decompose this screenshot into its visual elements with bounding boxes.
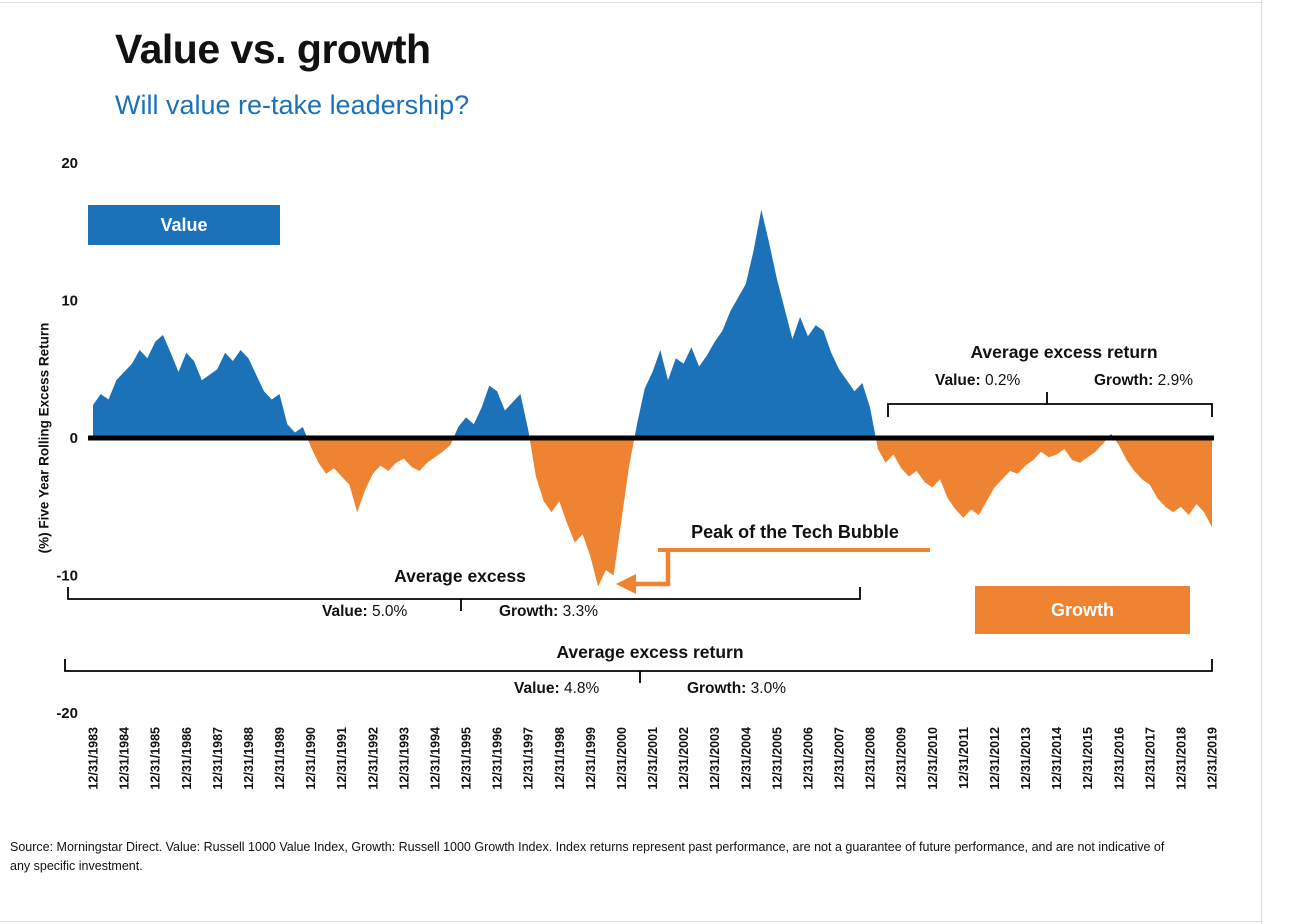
svg-text:12/31/2018: 12/31/2018 [1174, 727, 1188, 790]
x-axis-tick-labels: 12/31/1983 12/31/1984 12/31/1985 12/31/1986… [87, 727, 1220, 790]
svg-text:12/31/1988: 12/31/1988 [242, 727, 256, 790]
svg-text:12/31/2007: 12/31/2007 [833, 727, 847, 790]
mid-value-stat: Value: 5.0% [322, 603, 407, 621]
svg-text:12/31/1995: 12/31/1995 [460, 727, 474, 790]
svg-text:12/31/1986: 12/31/1986 [180, 727, 194, 790]
svg-text:12/31/2008: 12/31/2008 [864, 727, 878, 790]
overall-value-stat: Value: 4.8% [514, 680, 599, 698]
svg-text:12/31/2014: 12/31/2014 [1050, 727, 1064, 790]
svg-text:12/31/1994: 12/31/1994 [428, 727, 442, 790]
overall-growth-stat-label: Growth: [686, 680, 747, 697]
excess-return-area-series [93, 209, 1212, 587]
recent-growth-stat-pct: 2.9% [1157, 372, 1193, 389]
recent-value-stat: Value: 0.2% [935, 372, 1020, 390]
svg-text:-20: -20 [56, 705, 78, 722]
svg-text:12/31/1983: 12/31/1983 [87, 727, 101, 790]
svg-text:12/31/2010: 12/31/2010 [926, 727, 940, 790]
overall-value-stat-pct: 4.8% [563, 680, 600, 697]
svg-text:12/31/2002: 12/31/2002 [677, 727, 691, 790]
svg-text:12/31/1990: 12/31/1990 [304, 727, 318, 790]
svg-text:12/31/1992: 12/31/1992 [366, 727, 380, 790]
right-border-line [1261, 0, 1262, 924]
legend-value-swatch: Value [88, 205, 280, 245]
recent-period-bracket [887, 392, 1213, 417]
overall-average-annotation: Average excess return Value: 4.8% Growth… [490, 642, 810, 698]
legend-growth-swatch: Growth [975, 586, 1190, 634]
full-period-bracket [64, 659, 1213, 683]
svg-text:-10: -10 [56, 568, 78, 585]
svg-text:12/31/1985: 12/31/1985 [149, 727, 163, 790]
svg-text:12/31/2004: 12/31/2004 [739, 727, 753, 790]
svg-text:12/31/1998: 12/31/1998 [553, 727, 567, 790]
recent-growth-stat: Growth: 2.9% [1094, 372, 1193, 390]
mid-period-bracket [67, 587, 861, 611]
page-subtitle: Will value re-take leadership? [115, 90, 470, 120]
recent-average-annotation: Average excess return Value: 0.2% Growth… [905, 342, 1223, 390]
mid-average-title: Average excess [394, 566, 526, 586]
mid-growth-stat: Growth: 3.3% [499, 603, 598, 621]
svg-text:12/31/1987: 12/31/1987 [211, 727, 225, 790]
svg-text:12/31/2006: 12/31/2006 [801, 727, 815, 790]
overall-average-title: Average excess return [556, 642, 744, 662]
mid-growth-stat-label: Growth: [498, 603, 559, 620]
overall-value-stat-label: Value: [514, 680, 560, 697]
source-note: Source: Morningstar Direct. Value: Russe… [10, 840, 1165, 874]
svg-text:12/31/2005: 12/31/2005 [770, 727, 784, 790]
svg-text:12/31/1997: 12/31/1997 [522, 727, 536, 790]
svg-text:12/31/2000: 12/31/2000 [615, 727, 629, 790]
svg-text:12/31/2009: 12/31/2009 [895, 727, 909, 790]
legend-growth-label: Growth [1051, 599, 1114, 620]
svg-text:12/31/1991: 12/31/1991 [335, 727, 349, 790]
recent-growth-stat-label: Growth: [1093, 372, 1154, 389]
svg-text:12/31/2019: 12/31/2019 [1206, 727, 1220, 790]
svg-text:12/31/2011: 12/31/2011 [957, 727, 971, 789]
mid-average-annotation: Average excess Value: 5.0% Growth: 3.3% [300, 566, 620, 621]
top-border-line [0, 2, 1262, 3]
svg-text:12/31/2012: 12/31/2012 [988, 727, 1002, 790]
svg-text:12/31/2013: 12/31/2013 [1019, 727, 1033, 790]
tech-bubble-arrow-icon [616, 548, 930, 594]
legend-value-label: Value [160, 214, 208, 235]
svg-text:12/31/1989: 12/31/1989 [273, 727, 287, 790]
svg-text:12/31/2003: 12/31/2003 [708, 727, 722, 790]
svg-text:12/31/1984: 12/31/1984 [118, 727, 132, 790]
mid-value-stat-label: Value: [322, 603, 368, 620]
mid-value-stat-pct: 5.0% [371, 603, 408, 620]
overall-growth-stat-pct: 3.0% [750, 680, 786, 697]
svg-text:12/31/1999: 12/31/1999 [584, 727, 598, 790]
recent-value-stat-pct: 0.2% [984, 372, 1021, 389]
svg-text:12/31/1993: 12/31/1993 [397, 727, 411, 790]
svg-text:12/31/2015: 12/31/2015 [1081, 727, 1095, 790]
recent-average-title: Average excess return [970, 342, 1158, 362]
svg-text:12/31/2001: 12/31/2001 [646, 727, 660, 790]
y-axis-tick-labels: 20 10 0 -10 -20 [56, 155, 78, 722]
mid-growth-stat-pct: 3.3% [562, 603, 598, 620]
svg-text:20: 20 [61, 155, 78, 172]
svg-text:12/31/2017: 12/31/2017 [1143, 727, 1157, 790]
svg-text:10: 10 [61, 293, 78, 310]
tech-bubble-annotation: Peak of the Tech Bubble [691, 522, 899, 542]
bottom-border-line [0, 921, 1262, 922]
svg-text:12/31/1996: 12/31/1996 [491, 727, 505, 790]
page-title: Value vs. growth [115, 26, 431, 72]
overall-growth-stat: Growth: 3.0% [687, 680, 786, 698]
svg-text:0: 0 [70, 430, 78, 447]
svg-text:12/31/2016: 12/31/2016 [1112, 727, 1126, 790]
recent-value-stat-label: Value: [935, 372, 981, 389]
